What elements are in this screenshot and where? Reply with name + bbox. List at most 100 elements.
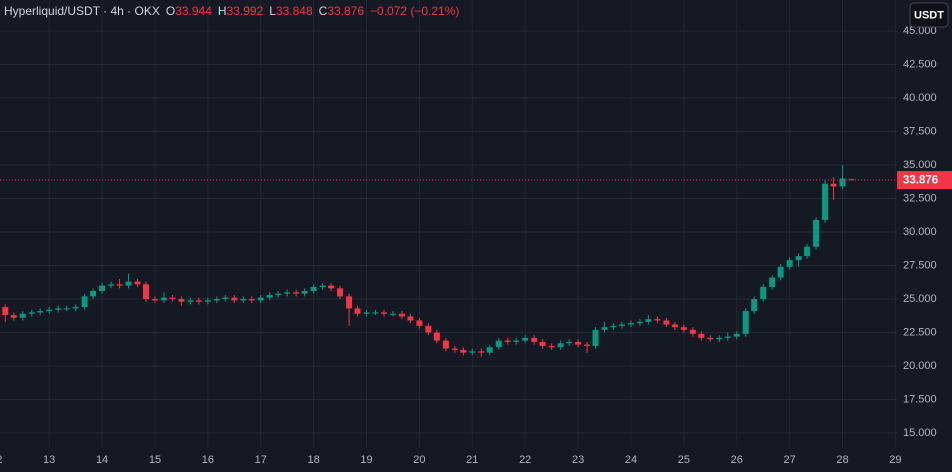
- candle-body: [460, 349, 467, 353]
- ohlc-key: C: [319, 4, 328, 18]
- candle-body: [531, 337, 538, 342]
- candle-body: [618, 324, 625, 326]
- y-tick-label: 37.500: [903, 125, 937, 137]
- y-tick-label: 35.000: [903, 159, 937, 171]
- candle-body: [822, 183, 829, 220]
- ohlc-key: L: [269, 4, 276, 18]
- candle-body: [478, 351, 485, 353]
- candle-body: [839, 178, 846, 187]
- candle-body: [398, 313, 405, 317]
- candle-body: [495, 340, 502, 348]
- candle-body: [724, 336, 731, 338]
- x-tick-label: 23: [572, 454, 584, 466]
- currency-label[interactable]: USDT: [914, 9, 944, 21]
- candle-body: [777, 266, 784, 278]
- candle-body: [363, 312, 370, 314]
- candle-body: [760, 286, 767, 300]
- candle-body: [257, 297, 264, 301]
- candle-body: [275, 293, 282, 296]
- x-tick-label: 29: [889, 454, 901, 466]
- candle-body: [142, 284, 149, 300]
- candle-body: [486, 347, 493, 353]
- candle-body: [654, 319, 661, 321]
- candle-body: [37, 311, 44, 313]
- candle-body: [425, 325, 432, 333]
- candle-body: [804, 246, 811, 257]
- candle-body: [707, 337, 714, 340]
- y-tick-label: 32.500: [903, 192, 937, 204]
- candle-body: [310, 286, 317, 291]
- candle-body: [769, 277, 776, 287]
- x-tick-label: 26: [731, 454, 743, 466]
- candle-body: [592, 329, 599, 346]
- ohlc-value: 33.992: [227, 4, 264, 18]
- candle-body: [372, 312, 379, 314]
- candle-body: [504, 340, 511, 342]
- candle-body: [231, 297, 238, 301]
- candle-body: [328, 285, 335, 289]
- candle-body: [195, 300, 202, 302]
- candle-body: [751, 299, 758, 312]
- ohlc-key: O: [166, 4, 175, 18]
- candle-body: [389, 313, 396, 315]
- candle-body: [2, 307, 9, 316]
- candle-body: [698, 333, 705, 338]
- time-axis-bg: [0, 447, 952, 472]
- y-tick-label: 20.000: [903, 360, 937, 372]
- candle-body: [601, 327, 608, 330]
- candle-body: [354, 308, 361, 314]
- candle-body: [204, 300, 211, 302]
- ohlc-value: 33.944: [175, 4, 212, 18]
- candle-body: [337, 288, 344, 297]
- candle-body: [627, 323, 634, 325]
- candle-body: [416, 320, 423, 326]
- candle-body: [222, 297, 229, 300]
- x-tick-label: 14: [96, 454, 108, 466]
- candle-body: [178, 299, 185, 302]
- candle-body: [187, 300, 194, 302]
- x-tick-label: 21: [466, 454, 478, 466]
- candle-body: [848, 179, 855, 181]
- y-tick-label: 27.500: [903, 259, 937, 271]
- candle-body: [689, 329, 696, 334]
- x-tick-label: 18: [308, 454, 320, 466]
- candle-body: [830, 183, 837, 187]
- y-tick-label: 15.000: [903, 427, 937, 439]
- candle-body: [663, 320, 670, 325]
- currency-button[interactable]: USDT: [909, 2, 949, 28]
- candle-body: [116, 284, 123, 286]
- candle-body: [433, 332, 440, 341]
- y-tick-label: 17.500: [903, 393, 937, 405]
- currency-button-bg[interactable]: [909, 2, 949, 28]
- candle-body: [584, 344, 591, 346]
- ohlc-key: H: [218, 4, 227, 18]
- candle-body: [451, 348, 458, 350]
- candle-body: [742, 311, 749, 334]
- candle-body: [248, 299, 255, 301]
- candle-body: [469, 351, 476, 353]
- y-tick-label: 40.000: [903, 92, 937, 104]
- ohlc-value: 33.876: [327, 4, 364, 18]
- x-tick-label: 19: [360, 454, 372, 466]
- candle-body: [575, 341, 582, 345]
- candle-body: [522, 337, 529, 341]
- candle-body: [134, 281, 141, 285]
- x-tick-label: 25: [678, 454, 690, 466]
- ohlc-value: 33.848: [276, 4, 313, 18]
- candle-body: [10, 315, 17, 318]
- candle-body: [566, 341, 573, 344]
- candle-body: [636, 321, 643, 324]
- y-tick-label: 42.500: [903, 58, 937, 70]
- x-tick-label: 24: [625, 454, 637, 466]
- candle-body: [407, 316, 414, 321]
- candle-body: [671, 324, 678, 328]
- candle-body: [99, 285, 106, 291]
- y-tick-label: 22.500: [903, 326, 937, 338]
- candle-body: [169, 297, 176, 300]
- last-price-label: 33.876: [903, 175, 938, 187]
- candle-body: [28, 312, 35, 314]
- x-tick-label: 15: [149, 454, 161, 466]
- x-tick-label: 16: [202, 454, 214, 466]
